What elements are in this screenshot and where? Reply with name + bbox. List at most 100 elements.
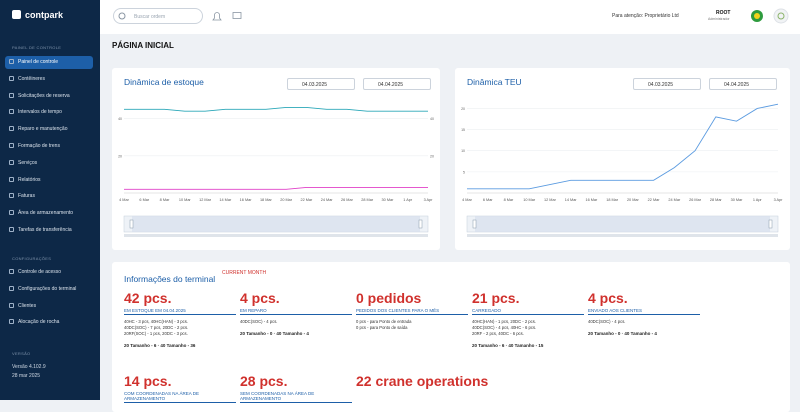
stat-detail: 40HC - 3 pcs, 40HC(HAN) - 3 pcs. <box>124 319 188 324</box>
series-line <box>124 186 428 190</box>
y-tick-label: 20 <box>118 154 122 158</box>
stat-sizes: 20 Tamanho - 6 · 40 Tamanho - 36 <box>124 343 196 348</box>
topbar-icons <box>118 8 789 24</box>
search-icon <box>118 12 126 20</box>
user: ROOT <box>716 10 731 16</box>
stat-detail: 40DC(SOC) - 4 pcs, 40HC - 6 pcs. <box>472 325 537 330</box>
range-handle[interactable] <box>768 219 773 229</box>
range-scrollbar <box>124 234 428 237</box>
nav-item[interactable]: Intervalos de tempo <box>5 106 93 119</box>
stat-detail: 0 pcs - para Ponto de saída <box>356 325 408 330</box>
stat-label[interactable]: EM REPARO <box>240 308 352 315</box>
stat: 22 crane operations <box>356 373 489 389</box>
avatar[interactable] <box>773 8 789 24</box>
nav-item[interactable]: Serviços <box>5 157 93 170</box>
stat-value: 22 crane operations <box>356 373 489 389</box>
page-title: PÁGINA INICIAL <box>112 41 174 50</box>
x-tick-label: 14 Mar <box>565 198 578 202</box>
version-date: 28 mar 2025 <box>12 373 41 379</box>
stat: 0 pedidos PEDIDOS DOS CLIENTES PARA O MÊS… <box>356 290 476 331</box>
x-tick-label: 3 Apr <box>424 198 434 202</box>
stat-sizes: 20 Tamanho - 0 · 40 Tamanho - 4 <box>588 331 657 336</box>
stat-label[interactable]: PEDIDOS DOS CLIENTES PARA O MÊS <box>356 308 468 315</box>
date-from[interactable]: 04.03.2025 <box>287 78 355 90</box>
stat-label[interactable]: ENVIADO AOS CLIENTES <box>588 308 700 315</box>
nav-item[interactable]: Faturas <box>5 190 93 203</box>
date-to[interactable]: 04.04.2025 <box>709 78 777 90</box>
x-tick-label: 26 Mar <box>689 198 702 202</box>
stat-detail: 20RF - 2 pcs, 40DC - 6 pcs. <box>472 331 524 336</box>
terminal-title: Informações do terminal <box>124 274 216 284</box>
stat-label[interactable]: SEM COORDENADAS NA ÁREA DE ARMAZENAMENTO <box>240 391 352 403</box>
nav-item[interactable]: Solicitações de reserva <box>5 90 93 103</box>
chart-title: Dinâmica de estoque <box>124 77 204 87</box>
stat: 42 pcs. EM ESTOQUE EM 04.04.2025 40HC - 3 … <box>124 290 244 348</box>
x-tick-label: 22 Mar <box>300 198 313 202</box>
x-tick-label: 8 Mar <box>160 198 170 202</box>
nav-item[interactable]: Tarefas de transferência <box>5 224 93 237</box>
nav-item[interactable]: Reparo e manutenção <box>5 123 93 136</box>
x-tick-label: 24 Mar <box>668 198 681 202</box>
range-handle[interactable] <box>129 219 134 229</box>
account: Para atenção: Proprietário Ltd <box>612 13 679 19</box>
chart-card: Dinâmica TEU 04.03.2025 04.04.2025 5 10 15… <box>455 68 790 250</box>
nav-item[interactable]: Relatórios <box>5 174 93 187</box>
x-tick-label: 28 Mar <box>710 198 723 202</box>
nav-item[interactable]: Configurações do terminal <box>5 283 93 296</box>
y-tick-label: 5 <box>463 170 465 174</box>
stat: 28 pcs. SEM COORDENADAS NA ÁREA DE ARMAZE… <box>240 373 360 403</box>
x-tick-label: 12 Mar <box>199 198 212 202</box>
stat-details: 40DC(SOC) - 4 pcs. <box>588 319 708 325</box>
stat: 4 pcs. ENVIADO AOS CLIENTES 40DC(SOC) - 4 … <box>588 290 708 336</box>
x-tick-label: 10 Mar <box>523 198 536 202</box>
nav-item[interactable]: Contêineres <box>5 73 93 86</box>
page: {"sidebar":{"logo":"contpark","section1"… <box>0 0 800 400</box>
stat-details: 40HC - 3 pcs, 40HC(HAN) - 3 pcs. 40DC(SOC… <box>124 319 244 337</box>
stat-value: 28 pcs. <box>240 373 288 389</box>
date-from[interactable]: 04.03.2025 <box>633 78 701 90</box>
stat-value: 4 pcs. <box>240 290 280 306</box>
stat-label[interactable]: CARREGADO <box>472 308 584 315</box>
x-tick-label: 6 Mar <box>483 198 493 202</box>
x-tick-label: 1 Apr <box>753 198 763 202</box>
stat-value: 14 pcs. <box>124 373 172 389</box>
stat-value: 0 pedidos <box>356 290 422 306</box>
y-tick-label: 15 <box>461 128 465 132</box>
x-tick-label: 30 Mar <box>731 198 744 202</box>
range-selection <box>475 216 770 232</box>
stat-detail: 40DC(SOC) - 4 pcs. <box>240 319 278 324</box>
role: Administrador <box>708 17 730 21</box>
bell-icon[interactable] <box>212 12 222 21</box>
x-tick-label: 14 Mar <box>219 198 232 202</box>
stat-detail: 40DC(SOC) - 7 pcs, 20DC - 2 pcs. <box>124 325 189 330</box>
nav-item[interactable]: Clientes <box>5 300 93 313</box>
nav-item[interactable]: Controle de acesso <box>5 266 93 279</box>
x-tick-label: 28 Mar <box>361 198 374 202</box>
x-tick-label: 30 Mar <box>382 198 395 202</box>
section-label: CONFIGURAÇÕES <box>12 256 52 261</box>
stat-details: 40HC(HAN) - 1 pcs, 20DC - 2 pcs. 40DC(SOC… <box>472 319 592 337</box>
x-tick-label: 20 Mar <box>280 198 293 202</box>
search-input[interactable]: Buscar ordem <box>113 8 203 24</box>
x-tick-label: 1 Apr <box>403 198 413 202</box>
section-label: PAINEL DE CONTROLE <box>12 45 62 50</box>
range-handle[interactable] <box>472 219 477 229</box>
sidebar: contpark PAINEL DE CONTROLE CONFIGURAÇÕE… <box>0 0 100 400</box>
nav-item[interactable]: Área de armazenamento <box>5 207 93 220</box>
date-to[interactable]: 04.04.2025 <box>363 78 431 90</box>
chart-title: Dinâmica TEU <box>467 77 522 87</box>
y-tick-label: 10 <box>461 149 465 153</box>
nav-item[interactable]: Alocação de rocha <box>5 316 93 329</box>
nav-item[interactable]: Painel de controle <box>5 56 93 69</box>
nav-item[interactable]: Formação de trens <box>5 140 93 153</box>
mail-icon[interactable] <box>232 12 242 19</box>
x-tick-label: 16 Mar <box>240 198 253 202</box>
stat-details: 0 pcs - para Ponto de entrada 0 pcs - par… <box>356 319 476 331</box>
stat-label[interactable]: EM ESTOQUE EM 04.04.2025 <box>124 308 236 315</box>
stat: 4 pcs. EM REPARO 40DC(SOC) - 4 pcs. 20 Tama… <box>240 290 360 336</box>
x-tick-label: 4 Mar <box>119 198 129 202</box>
version: Versão 4.102.9 <box>12 364 46 370</box>
stat-detail: 40HC(HAN) - 1 pcs, 20DC - 2 pcs. <box>472 319 536 324</box>
stat-label[interactable]: COM COORDENADAS NA ÁREA DE ARMAZENAMENTO <box>124 391 236 403</box>
range-handle[interactable] <box>418 219 423 229</box>
